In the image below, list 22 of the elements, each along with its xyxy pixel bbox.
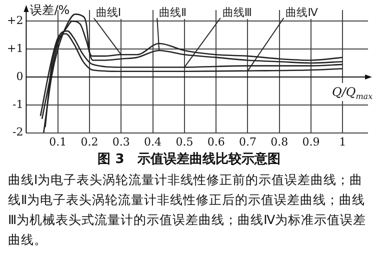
x-tick-label: 0.9 [302, 135, 320, 148]
x-tick-label: 0.5 [176, 135, 194, 148]
text: 曲线Ⅲ [222, 6, 252, 19]
x-tick-label: 1 [339, 135, 346, 148]
x-tick-label: 0.6 [207, 135, 225, 148]
y-tick-label: 0 [16, 70, 24, 83]
y-tick-label: +2 [6, 14, 24, 28]
text: 曲线Ⅱ [159, 6, 187, 19]
x-tick-label: 0.4 [144, 135, 162, 148]
x-tick-label: 0.3 [112, 135, 130, 148]
y-axis-title: 误差/% [30, 3, 70, 17]
y-tick-label: -1 [12, 98, 24, 111]
x-tick-label: 0.1 [49, 135, 67, 148]
x-tick-label: 0.8 [270, 135, 288, 148]
y-tick-label: +1 [6, 42, 24, 55]
x-tick-label: 0.7 [238, 135, 256, 148]
text: 图 3 示值误差曲线比较示意图 [96, 152, 282, 168]
x-tick-label: 0.2 [80, 135, 98, 148]
text: 曲线Ⅰ为电子表头涡轮流量计非线性修正前的示值误差曲线；曲线Ⅱ为电子表头涡轮流量计非线性修正后的示值误差曲线；曲线Ⅲ为机械表头式流量计的示值误差曲线；曲线Ⅳ为标准示值误差曲线。 [8, 171, 368, 249]
series-label: 曲线Ⅰ [96, 6, 122, 19]
y-tick-label: -2 [12, 126, 24, 139]
text: 曲线Ⅳ [286, 6, 319, 19]
